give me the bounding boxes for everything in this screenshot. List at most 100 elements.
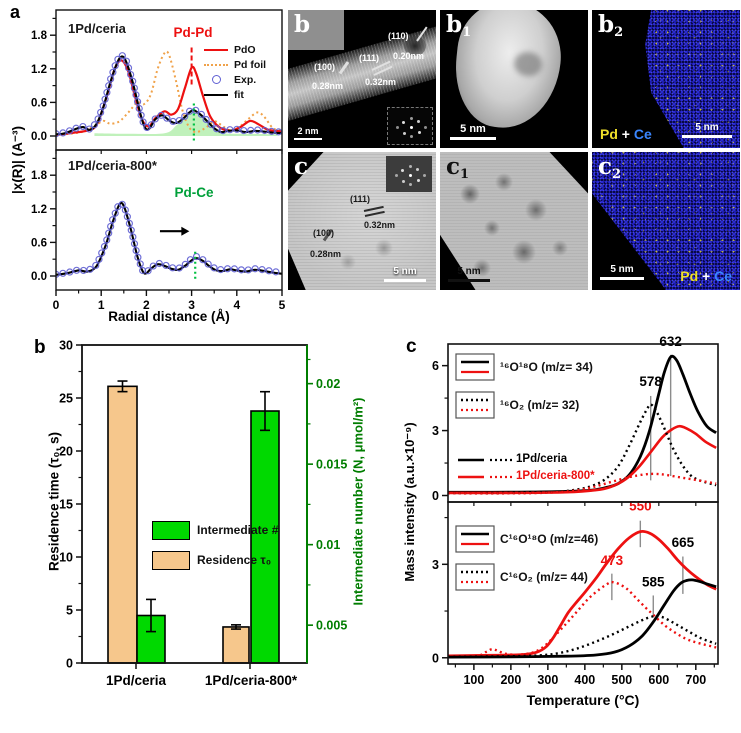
tem-panel-c1: c1 5 nm — [440, 152, 588, 290]
spacing-028-label: 0.28nm — [312, 81, 344, 91]
scale-bar: 2 nm — [294, 126, 322, 140]
legend-label: Residence τ₀ — [197, 553, 272, 567]
scale-bar-line — [294, 138, 322, 140]
svg-text:0.6: 0.6 — [31, 237, 47, 249]
svg-text:100: 100 — [463, 673, 484, 687]
green-swatch — [152, 520, 190, 540]
scale-bar-line — [682, 135, 732, 138]
scale-bar: 5 nm — [682, 122, 732, 138]
spacing-020-label: 0.20nm — [393, 51, 425, 61]
spacing-028-label: 0.28nm — [310, 249, 342, 259]
exafs-y-axis-label: |x(R)| (A⁻³) — [10, 126, 25, 194]
bar-chart-legend: Intermediate # Residence τ₀ — [152, 515, 278, 575]
tem-panel-b: b (110) 0.20nm (111) 0.32nm (100) 0.28nm… — [288, 10, 436, 148]
exafs-top-title: 1Pd/ceria — [68, 21, 126, 36]
mass-spec-plot: 632 578 550 473 665 585 0 3 6 0 3 100 200 300 400 500 60… — [432, 334, 719, 687]
scale-bar-line — [384, 279, 426, 282]
svg-text:0: 0 — [53, 298, 60, 312]
pd-pd-peak-label: Pd-Pd — [173, 25, 213, 40]
svg-text:10: 10 — [59, 551, 73, 565]
tem-panel-b2-eds-map: b2 Pd + Ce 5 nm — [592, 10, 740, 148]
plane-111-label: (111) — [350, 194, 371, 204]
svg-text:0.6: 0.6 — [31, 97, 47, 109]
plane-100-label: (100) — [314, 62, 336, 72]
svg-text:0.015: 0.015 — [316, 458, 347, 472]
crystal-with-particles-image — [440, 152, 588, 290]
svg-text:200: 200 — [500, 673, 521, 687]
ms-y-axis-label: Mass intensity (a.u.×10⁻⁹) — [402, 422, 417, 582]
scale-bar: 5 nm — [600, 264, 644, 280]
legend-item-pdfoil: Pd foil — [204, 57, 266, 72]
svg-text:700: 700 — [685, 673, 706, 687]
panel-b-label: b — [294, 11, 311, 38]
svg-text:15: 15 — [59, 498, 73, 512]
right-y-axis-label: Intermediate number (N, μmol/m²) — [350, 397, 366, 606]
exp-circle-sample — [212, 75, 221, 84]
panel-c-letter: c — [406, 336, 417, 357]
svg-text:3: 3 — [188, 298, 195, 312]
legend-label: fit — [234, 88, 244, 101]
svg-text:1.8: 1.8 — [31, 30, 48, 42]
fft-inset — [386, 156, 432, 192]
legend-m32: ¹⁶O₂ (m/z= 32) — [500, 398, 580, 412]
scale-bar: 5 nm — [448, 266, 490, 282]
left-y-axis-label: Residence time (τ₀, s) — [46, 432, 62, 571]
svg-text:3: 3 — [432, 558, 439, 572]
tem-panel-c: c (111) 0.32nm (100) 0.28nm 5 nm — [288, 152, 436, 290]
category-label-1pd-ceria: 1Pd/ceria — [105, 673, 167, 688]
svg-text:25: 25 — [59, 392, 73, 406]
fit-line-sample — [204, 93, 228, 96]
legend-dataset-ceria-800: 1Pd/ceria-800* — [516, 470, 595, 482]
svg-text:0: 0 — [432, 489, 439, 503]
element-map-legend: Pd + Ce — [680, 268, 732, 284]
svg-text:0.02: 0.02 — [316, 377, 340, 391]
plane-100-label: (100) — [313, 228, 335, 238]
scale-bar: 5 nm — [450, 123, 496, 140]
scale-bar: 5 nm — [384, 266, 426, 282]
svg-text:300: 300 — [537, 673, 558, 687]
tem-panel-b1: b1 5 nm — [440, 10, 588, 148]
category-label-1pd-ceria-800: 1Pd/ceria-800* — [204, 673, 298, 688]
exafs-plot: 0.0 0.6 1.2 1.8 0.0 0.6 1.2 1.8 0 1 2 3 4 5 — [31, 9, 286, 312]
panel-c1-label: c1 — [446, 153, 470, 182]
ms-x-axis-label: Temperature (°C) — [526, 692, 640, 708]
pdfoil-line-sample — [204, 63, 228, 66]
panel-b1-label: b1 — [446, 11, 472, 40]
spacing-032-label: 0.32nm — [364, 220, 396, 230]
tan-swatch — [152, 550, 190, 570]
panel-b-letter: b — [34, 337, 46, 358]
legend-item-exp: Exp. — [204, 72, 266, 87]
panel-b-bar-chart: 0 5 10 15 20 25 30 0.005 0.01 0.015 0.02 b Residen… — [20, 333, 395, 733]
svg-text:500: 500 — [611, 673, 632, 687]
scale-bar-line — [450, 137, 496, 140]
svg-text:550: 550 — [629, 499, 652, 514]
svg-text:1: 1 — [98, 298, 105, 312]
scale-bar-line — [448, 279, 490, 282]
panel-b2-label: b2 — [598, 11, 624, 40]
svg-text:1.8: 1.8 — [31, 170, 48, 182]
svg-text:632: 632 — [659, 334, 682, 349]
svg-text:0: 0 — [432, 651, 439, 665]
svg-text:0.0: 0.0 — [31, 131, 47, 143]
scale-bar-line — [600, 277, 644, 280]
svg-text:1.2: 1.2 — [31, 64, 47, 76]
svg-text:3: 3 — [432, 424, 439, 438]
svg-text:6: 6 — [432, 359, 439, 373]
gray-corner-region — [288, 10, 344, 50]
svg-text:400: 400 — [574, 673, 595, 687]
pd-ce-peak-label: Pd-Ce — [174, 185, 214, 200]
svg-text:1.2: 1.2 — [31, 204, 47, 216]
exafs-bottom-title: 1Pd/ceria-800* — [68, 158, 157, 173]
dark-particle — [404, 36, 426, 56]
svg-text:4: 4 — [233, 298, 240, 312]
legend-m46: C¹⁶O¹⁸O (m/z=46) — [500, 532, 599, 546]
panel-a-letter: a — [10, 2, 21, 22]
tem-image-grid: b (110) 0.20nm (111) 0.32nm (100) 0.28nm… — [288, 10, 740, 290]
svg-text:5: 5 — [279, 298, 286, 312]
svg-text:473: 473 — [601, 553, 624, 568]
legend-m44: C¹⁶O₂ (m/z= 44) — [500, 570, 588, 584]
svg-text:0: 0 — [66, 657, 73, 671]
svg-text:585: 585 — [642, 575, 665, 590]
svg-text:0.0: 0.0 — [31, 271, 47, 283]
panel-a-exafs: 0.0 0.6 1.2 1.8 0.0 0.6 1.2 1.8 0 1 2 3 4 5 a |x(R)| … — [6, 2, 286, 327]
